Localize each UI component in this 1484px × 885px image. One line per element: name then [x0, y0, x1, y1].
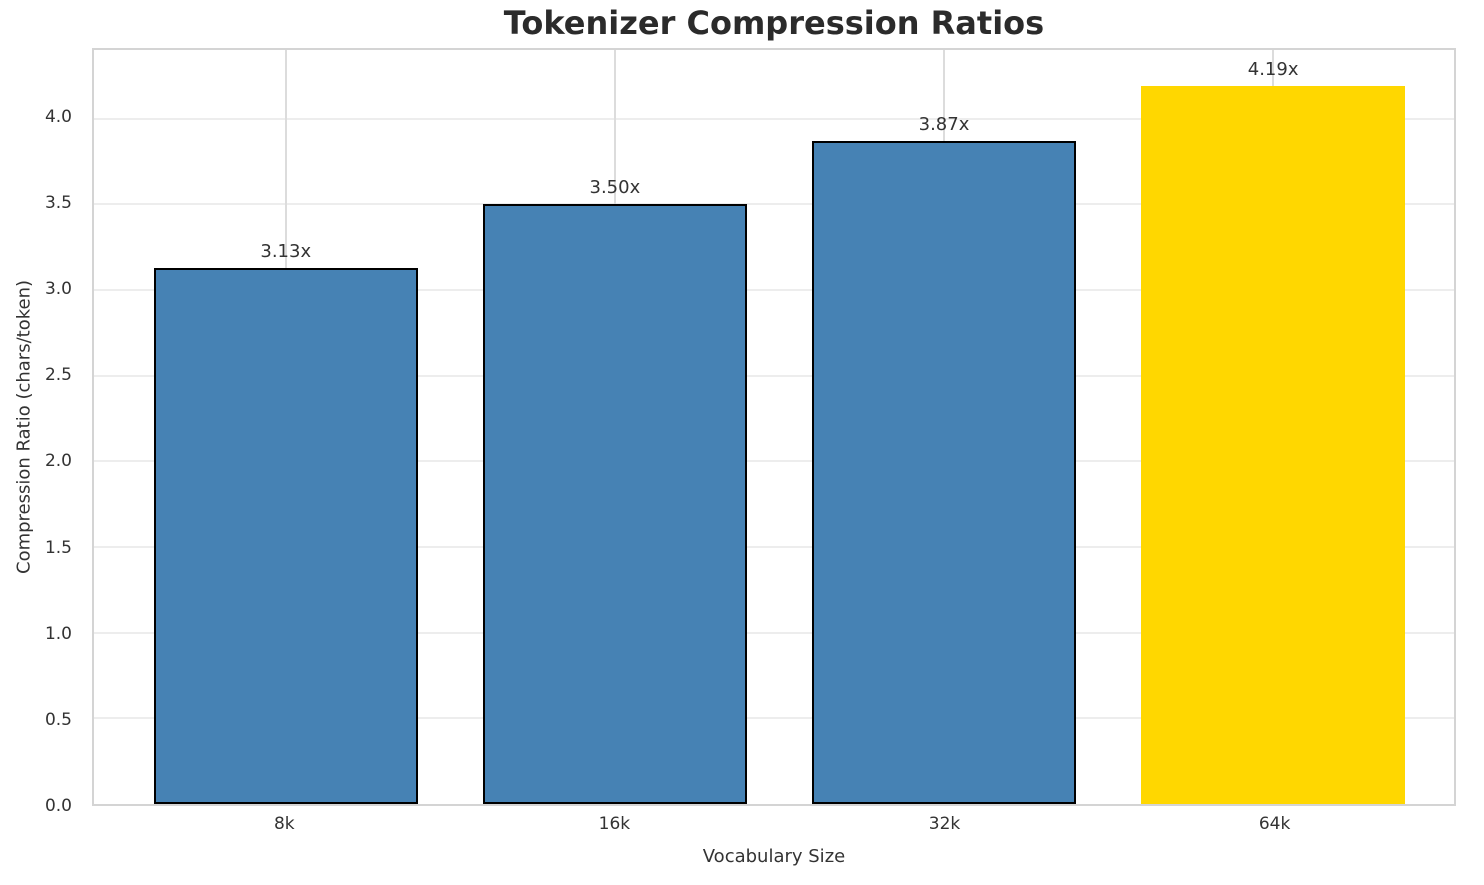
x-tick-label: 8k: [273, 814, 295, 834]
y-tick-label: 1.0: [44, 623, 72, 644]
bar-value-label: 3.13x: [260, 240, 312, 262]
bar-32k: [811, 140, 1077, 804]
gridline-horizontal: [94, 460, 1454, 463]
bar-value-label: 3.50x: [589, 177, 641, 199]
x-tick-label: 64k: [1258, 814, 1291, 834]
bar-value-label: 3.87x: [918, 113, 970, 135]
gridline-horizontal: [94, 631, 1454, 634]
gridline-horizontal: [94, 288, 1454, 291]
y-tick-label: 0.0: [44, 796, 72, 816]
bar-8k: [153, 267, 418, 804]
y-tick-label: 2.0: [44, 451, 72, 472]
y-tick-label: 4.0: [44, 106, 72, 127]
x-tick-labels: 8k 16k 32k 64k: [92, 814, 1456, 838]
x-tick-label: 32k: [928, 814, 961, 834]
y-tick-label: 3.5: [44, 193, 72, 214]
bar-64k: [1140, 86, 1406, 804]
y-tick-label: 2.5: [44, 365, 72, 386]
bar-16k: [482, 204, 747, 804]
y-tick-labels: 0.0 0.5 1.0 1.5 2.0 2.5 3.0 3.5 4.0: [0, 48, 84, 816]
chart-title: Tokenizer Compression Ratios: [503, 4, 1045, 42]
gridline-horizontal: [94, 203, 1454, 206]
x-axis-label: Vocabulary Size: [702, 846, 846, 867]
y-tick-label: 3.0: [44, 279, 72, 300]
gridline-horizontal: [94, 717, 1454, 720]
x-tick-label: 16k: [598, 814, 631, 834]
y-tick-label: 1.5: [44, 537, 72, 558]
y-tick-label: 0.5: [44, 709, 72, 730]
bar-value-label: 4.19x: [1247, 59, 1299, 80]
gridline-horizontal: [94, 117, 1454, 120]
gridline-horizontal: [94, 545, 1454, 548]
plot-area: 3.13x 3.50x 3.87x 4.19x: [92, 48, 1456, 806]
gridline-horizontal: [94, 374, 1454, 377]
